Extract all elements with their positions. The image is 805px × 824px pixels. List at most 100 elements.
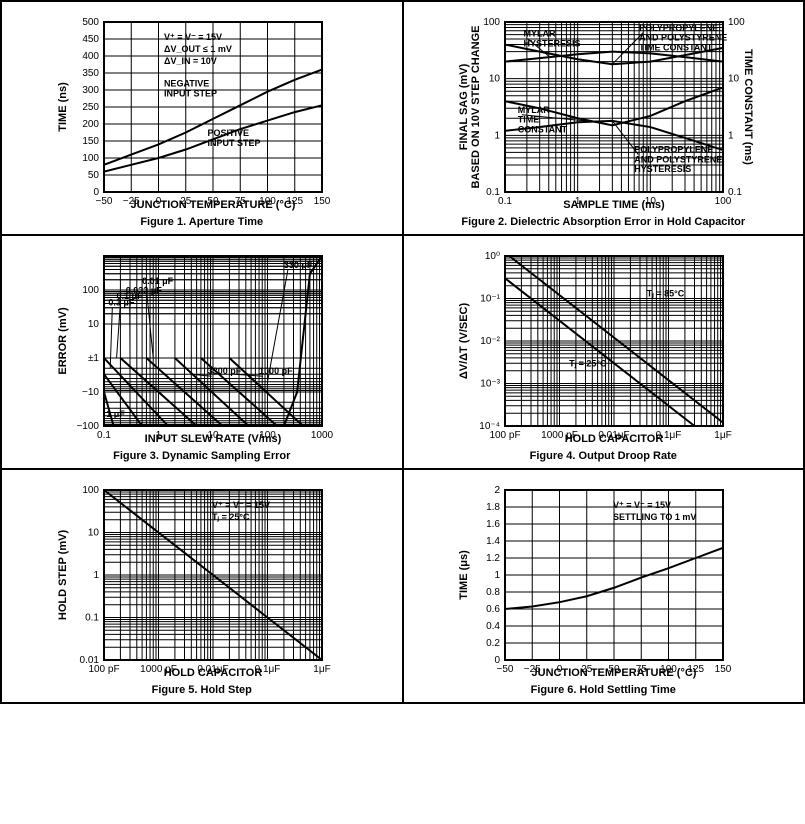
y2-tick: 0.1: [728, 187, 742, 198]
x-axis-label: JUNCTION TEMPERATURE (°C): [532, 667, 697, 679]
y-tick: 0.1: [486, 187, 500, 198]
y-tick: 0: [495, 655, 501, 666]
y-tick: 1.8: [486, 502, 500, 513]
figure-cell-4: 100 pF1000 pF0.01μF0.1μF1μF10⁻⁴10⁻³10⁻²1…: [403, 235, 805, 469]
x-tick: 150: [715, 664, 732, 675]
y-tick: 10: [489, 74, 501, 85]
y-tick: 0.8: [486, 587, 500, 598]
y-tick: 10⁻⁴: [480, 421, 501, 432]
x-tick: 0.1: [498, 196, 512, 207]
annotation: 1 μF: [106, 409, 125, 419]
condition: ΔV_IN = 10V: [164, 56, 217, 66]
y-tick: 10⁻¹: [481, 294, 501, 305]
x-axis-label: JUNCTION TEMPERATURE (°C): [130, 199, 295, 211]
y-tick: 10⁰: [485, 251, 500, 262]
figure-grid: −50−250255075100125150050100150200250300…: [0, 0, 805, 704]
y-tick: 150: [82, 136, 99, 147]
y-tick: 450: [82, 34, 99, 45]
condition: SETTLING TO 1 mV: [613, 512, 696, 522]
chart-wrap: 100 pF1000 pF0.01μF0.1μF1μF10⁻⁴10⁻³10⁻²1…: [414, 246, 794, 446]
annotation: 0.3 μF: [108, 298, 135, 308]
y2-tick: 1: [728, 130, 734, 141]
x-axis-label: SAMPLE TIME (ms): [564, 199, 666, 211]
chart-4: 100 pF1000 pF0.01μF0.1μF1μF10⁻⁴10⁻³10⁻²1…: [453, 246, 753, 446]
chart-wrap: −50−250255075100125150050100150200250300…: [12, 12, 392, 212]
chart-1: −50−250255075100125150050100150200250300…: [52, 12, 352, 212]
condition: V⁺ = V⁻ = 15V: [212, 500, 270, 510]
y-tick: 100: [82, 285, 99, 296]
y-axis-label: ΔV/ΔT (V/SEC): [458, 303, 470, 380]
y-tick: 1.6: [486, 519, 500, 530]
y-tick: −10: [82, 387, 99, 398]
x-tick: 0.1: [97, 430, 111, 441]
y-tick: 10⁻²: [481, 336, 501, 347]
annotation: 330 pF: [284, 260, 313, 270]
y-tick: 500: [82, 17, 99, 28]
y-axis-label: HOLD STEP (mV): [57, 530, 69, 621]
y-tick: 0.2: [486, 638, 500, 649]
figure-caption: Figure 6. Hold Settling Time: [414, 684, 794, 696]
y2-tick: 100: [728, 17, 745, 28]
y-tick: 10⁻³: [481, 379, 501, 390]
y-tick: 2: [495, 485, 501, 496]
figure-cell-2: 0.11101000.11101000.1110100MYLARHYSTERES…: [403, 1, 805, 235]
y-tick: 0.1: [85, 613, 99, 624]
condition: V⁺ = V⁻ = 15V: [613, 500, 671, 510]
y-tick: 1: [495, 130, 501, 141]
y-tick: 0.01: [79, 655, 99, 666]
x-axis-label: INPUT SLEW RATE (V/ms): [144, 433, 281, 445]
chart-3: 0.11101001000−100−10±1101000.01 μF0.033 …: [52, 246, 352, 446]
y-tick: 100: [484, 17, 501, 28]
annotation: NEGATIVEINPUT STEP: [164, 79, 217, 99]
figure-cell-1: −50−250255075100125150050100150200250300…: [1, 1, 403, 235]
figure-cell-3: 0.11101001000−100−10±1101000.01 μF0.033 …: [1, 235, 403, 469]
figure-cell-6: −50−25025507510012515000.20.40.60.811.21…: [403, 469, 805, 703]
figure-cell-5: 100 pF1000 pF0.01μF0.1μF1μF0.010.1110100…: [1, 469, 403, 703]
x-tick: 1000: [311, 430, 334, 441]
figure-caption: Figure 3. Dynamic Sampling Error: [12, 450, 392, 462]
x-axis-label: HOLD CAPACITOR: [163, 667, 262, 679]
chart-wrap: −50−25025507510012515000.20.40.60.811.21…: [414, 480, 794, 680]
y-tick: ±1: [88, 353, 99, 364]
y-tick: 10: [88, 319, 100, 330]
y-tick: 100: [82, 485, 99, 496]
chart-6: −50−25025507510012515000.20.40.60.811.21…: [453, 480, 753, 680]
chart-wrap: 100 pF1000 pF0.01μF0.1μF1μF0.010.1110100…: [12, 480, 392, 680]
figure-caption: Figure 4. Output Droop Rate: [414, 450, 794, 462]
figure-caption: Figure 1. Aperture Time: [12, 216, 392, 228]
figure-caption: Figure 5. Hold Step: [12, 684, 392, 696]
y2-axis-label: TIME CONSTANT (ms): [742, 49, 753, 165]
y-axis-label: FINAL SAG (mV)BASED ON 10V STEP CHANGE: [458, 25, 482, 188]
y-tick: 50: [88, 170, 100, 181]
condition: V⁺ = V⁻ = 15V: [164, 32, 222, 42]
y-tick: 250: [82, 102, 99, 113]
y-tick: 1: [93, 570, 99, 581]
y-tick: −100: [76, 421, 99, 432]
condition: Tⱼ = 25°C: [212, 512, 250, 522]
y-tick: 0.4: [486, 621, 500, 632]
y-tick: 200: [82, 119, 99, 130]
y-axis-label: TIME (μs): [458, 550, 470, 600]
y-tick: 1: [495, 570, 501, 581]
y-axis-label: TIME (ns): [57, 82, 69, 132]
condition: ΔV_OUT ≤ 1 mV: [164, 44, 232, 54]
y-axis-label: ERROR (mV): [57, 307, 69, 375]
chart-wrap: 0.11101000.11101000.1110100MYLARHYSTERES…: [414, 12, 794, 212]
y-tick: 0: [93, 187, 99, 198]
y-tick: 1.2: [486, 553, 500, 564]
annotation: 1000 pF: [259, 366, 293, 376]
chart-wrap: 0.11101001000−100−10±1101000.01 μF0.033 …: [12, 246, 392, 446]
annotation: Tⱼ = 85°C: [647, 289, 685, 299]
x-tick: 150: [313, 196, 330, 207]
x-axis-label: HOLD CAPACITOR: [565, 433, 664, 445]
y-tick: 300: [82, 85, 99, 96]
y2-tick: 10: [728, 74, 740, 85]
x-tick: 1μF: [715, 430, 732, 441]
annotation: Tⱼ = 25°C: [569, 359, 607, 369]
y-tick: 10: [88, 528, 100, 539]
x-tick: 1μF: [313, 664, 330, 675]
y-tick: 0.6: [486, 604, 500, 615]
chart-2: 0.11101000.11101000.1110100MYLARHYSTERES…: [453, 12, 753, 212]
y-tick: 400: [82, 51, 99, 62]
chart-5: 100 pF1000 pF0.01μF0.1μF1μF0.010.1110100…: [52, 480, 352, 680]
